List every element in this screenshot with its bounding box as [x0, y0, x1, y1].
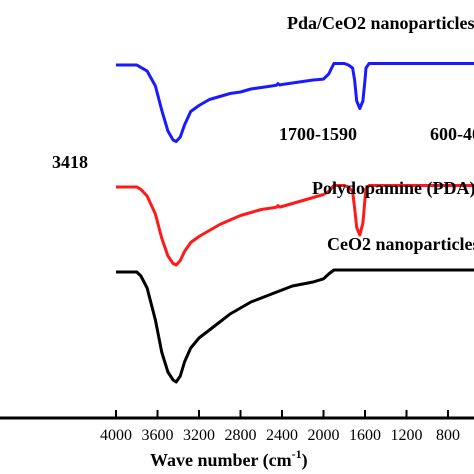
x-tick-label: 2400: [266, 427, 298, 444]
x-tick-label: 2800: [225, 427, 257, 444]
x-tick-label: 3200: [183, 427, 215, 444]
x-tick-label: 1200: [391, 427, 423, 444]
series-line-2: [116, 184, 474, 267]
x-tick-label: 800: [436, 427, 460, 444]
x-tick-label: 3600: [142, 427, 174, 444]
plot-area: 4000 3600 3200 2800 2400 2000 1600 1200 800: [0, 62, 474, 444]
peak-label-3418: 3418: [52, 152, 88, 172]
series-label-pda: Polydopamine (PDA): [312, 178, 474, 199]
x-tick-layer: 4000 3600 3200 2800 2400 2000 1600 1200 800: [100, 410, 460, 444]
x-axis-label: Wave number (cm-1): [150, 447, 308, 471]
series-layer: [116, 62, 474, 384]
peak-label-600-400: 600-400: [430, 124, 474, 144]
x-axis-label-main: Wave number (cm: [150, 450, 292, 471]
x-tick-label: 1600: [349, 427, 381, 444]
series-label-pda-ceo2: Pda/CeO2 nanoparticles: [287, 13, 474, 33]
series-line-1: [116, 62, 474, 143]
x-axis-label-sup: -1: [292, 447, 302, 461]
series-label-ceo2: CeO2 nanoparticles: [327, 234, 474, 254]
x-tick-label: 2000: [308, 427, 340, 444]
x-axis-label-close: ): [302, 450, 308, 471]
peak-label-1700-1590: 1700-1590: [279, 124, 357, 144]
x-tick-label: 4000: [100, 427, 132, 444]
series-line-3: [116, 268, 474, 384]
